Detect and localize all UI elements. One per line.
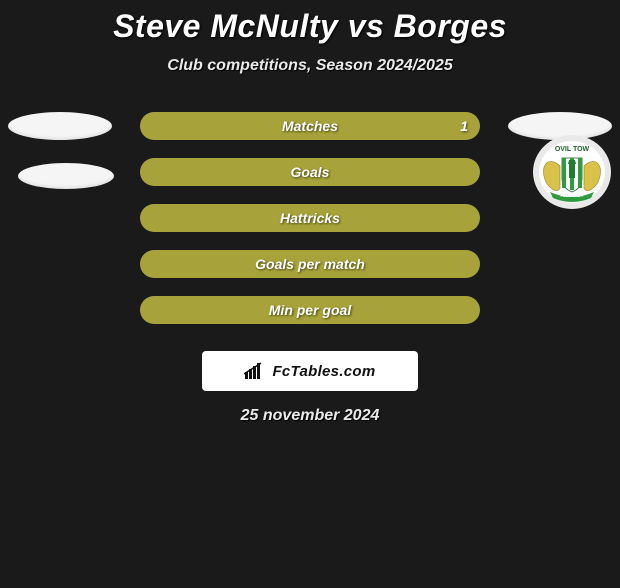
stat-pill-goals: Goals: [140, 158, 480, 186]
date-text: 25 november 2024: [0, 407, 620, 425]
brand-badge: FcTables.com: [202, 351, 418, 391]
stat-label: Hattricks: [280, 210, 340, 226]
stat-pill-gpm: Goals per match: [140, 250, 480, 278]
brand-chart-icon: [244, 362, 266, 380]
stat-pill-hattricks: Hattricks: [140, 204, 480, 232]
stat-pill-mpg: Min per goal: [140, 296, 480, 324]
subtitle: Club competitions, Season 2024/2025: [0, 57, 620, 75]
stat-label: Matches: [282, 118, 338, 134]
player-marker-left: [8, 112, 112, 140]
stat-row-goals: Goals OVIL TOW HIEVE BY: [0, 149, 620, 195]
stat-row-hattricks: Hattricks: [0, 195, 620, 241]
brand-text: FcTables.com: [272, 363, 375, 380]
comparison-chart: Matches 1 Goals OVIL TOW: [0, 103, 620, 333]
page-title: Steve McNulty vs Borges: [0, 8, 620, 45]
player-marker-left: [18, 163, 114, 189]
stat-row-min-per-goal: Min per goal: [0, 287, 620, 333]
stat-value-right: 1: [460, 118, 468, 134]
stat-row-matches: Matches 1: [0, 103, 620, 149]
stat-label: Min per goal: [269, 302, 351, 318]
stat-row-goals-per-match: Goals per match: [0, 241, 620, 287]
stat-label: Goals per match: [255, 256, 365, 272]
stat-label: Goals: [291, 164, 330, 180]
crest-top-text: OVIL TOW: [555, 146, 590, 153]
stat-pill-matches: Matches 1: [140, 112, 480, 140]
